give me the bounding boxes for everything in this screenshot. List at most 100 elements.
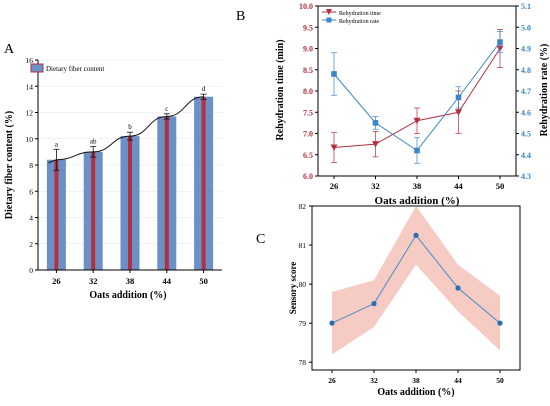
panel-c-point — [329, 320, 335, 326]
panel-b-right-tick-label: 4.7 — [521, 87, 531, 96]
panel-a-letter: d — [202, 85, 206, 93]
panel-b-line-rate — [333, 41, 501, 152]
panel-c-confidence-band — [332, 206, 500, 355]
panel-a-y-tick-label: 16 — [26, 56, 34, 65]
panel-b-x-tick-label: 50 — [496, 181, 505, 191]
panel-a-x-tick-label: 38 — [126, 276, 135, 286]
panel-b-x-tick-label: 44 — [454, 181, 463, 191]
panel-a-y-tick-label: 4 — [29, 214, 33, 223]
panel-a-label: A — [4, 42, 15, 57]
panel-b: B 6.0 6.5 7.0 7.5 8.0 8.5 9.0 9.5 10.0 4.3 4.4 4.5… — [236, 2, 550, 207]
panel-a-y-tick-label: 8 — [29, 161, 33, 170]
panel-b-left-tick-label: 9.0 — [303, 45, 313, 54]
panel-a-y-tick-label: 6 — [29, 187, 33, 196]
panel-c-x-tick-label: 32 — [370, 376, 378, 385]
panel-b-point-rate — [372, 120, 379, 126]
panel-a: A a ab b c d 0 2 4 6 8 10 12 14 16 26 32 38 44 50 Dietar… — [4, 42, 222, 301]
panel-b-point-time — [455, 109, 462, 116]
panel-c-x-ticks: 26 32 38 44 50 — [328, 370, 504, 385]
panel-b-left-tick-label: 7.0 — [303, 130, 313, 139]
panel-a-y-tick-label: 0 — [29, 266, 33, 275]
panel-c-point — [371, 301, 377, 307]
panel-a-y-label: Dietary fiber content (%) — [4, 111, 15, 219]
panel-b-left-tick-label: 6.5 — [303, 151, 313, 160]
panel-a-bar-stripe — [91, 151, 96, 270]
panel-c-y-tick-label: 79 — [299, 319, 307, 328]
panel-b-point-rate — [414, 147, 420, 154]
panel-b-left-ticks: 6.0 6.5 7.0 7.5 8.0 8.5 9.0 9.5 10.0 — [299, 2, 318, 181]
panel-a-legend: Dietary fiber content — [30, 63, 104, 73]
panel-b-legend-marker-rate — [326, 17, 332, 23]
panel-b-x-label: Oats addition (%) — [375, 195, 460, 207]
panel-a-bars — [46, 96, 214, 270]
panel-c: C 78 79 80 81 82 26 32 38 44 50 Oats addition (%… — [256, 202, 521, 398]
panel-b-right-tick-label: 4.8 — [521, 66, 531, 75]
panel-b-point-time — [372, 141, 379, 148]
panel-b-point-rate — [455, 94, 462, 101]
panel-c-x-tick-label: 26 — [328, 376, 336, 385]
panel-b-x-ticks: 26 32 38 44 50 — [330, 176, 505, 191]
panel-c-y-tick-label: 82 — [299, 202, 307, 211]
panel-a-y-tick-label: 10 — [26, 135, 34, 144]
panel-a-y-tick-label: 12 — [26, 109, 34, 118]
panel-a-x-tick-label: 32 — [89, 276, 98, 286]
panel-c-series — [329, 232, 503, 326]
panel-c-y-label: Sensory score — [288, 262, 298, 315]
panel-a-x-tick-label: 44 — [163, 276, 172, 286]
panel-b-left-tick-label: 6.0 — [303, 172, 313, 181]
panel-b-y-label-right: Rehydration rate (%) — [539, 44, 550, 137]
panel-c-y-ticks: 78 79 80 81 82 — [299, 202, 312, 367]
panel-a-legend-swatch — [30, 63, 44, 73]
panel-b-left-tick-label: 10.0 — [299, 2, 313, 11]
panel-a-bar-stripe — [54, 159, 59, 270]
panel-c-label: C — [256, 232, 265, 247]
panel-b-legend-label-time: Rehydration time — [339, 11, 381, 17]
panel-b-legend: Rehydration time Rehydration rate — [322, 9, 381, 25]
panel-b-left-tick-label: 8.0 — [303, 87, 313, 96]
panel-b-right-tick-label: 4.9 — [521, 45, 531, 54]
panel-a-legend-label: Dietary fiber content — [46, 65, 104, 73]
panel-a-letter: a — [55, 140, 59, 148]
panel-b-series — [330, 29, 504, 164]
panel-b-right-tick-label: 4.6 — [521, 108, 531, 117]
panel-c-y-tick-label: 81 — [299, 241, 307, 250]
panel-b-point-time — [413, 117, 421, 125]
panel-b-right-tick-label: 4.4 — [521, 151, 531, 160]
panel-b-x-tick-label: 32 — [371, 181, 380, 191]
panel-b-left-tick-label: 8.5 — [303, 66, 313, 75]
panel-b-left-tick-label: 7.5 — [303, 108, 313, 117]
panel-b-right-tick-label: 5.0 — [521, 23, 531, 32]
panel-c-x-label: Oats addition (%) — [377, 387, 454, 398]
panel-a-x-tick-label: 50 — [199, 276, 208, 286]
panel-c-x-tick-label: 50 — [496, 376, 504, 385]
panel-c-y-tick-label: 80 — [299, 280, 307, 289]
panel-b-left-tick-label: 9.5 — [303, 23, 313, 32]
panel-b-right-tick-label: 4.5 — [521, 130, 531, 139]
panel-a-x-label: Oats addition (%) — [89, 290, 166, 301]
panel-a-letter: c — [165, 105, 168, 113]
panel-b-legend-marker-time — [326, 9, 332, 15]
panel-c-point — [413, 232, 419, 238]
panel-b-x-tick-label: 26 — [330, 181, 339, 191]
panel-a-bar-stripe — [201, 96, 206, 270]
panel-b-label: B — [236, 9, 245, 24]
panel-a-letter: b — [128, 123, 132, 131]
panel-a-y-tick-label: 2 — [29, 240, 33, 249]
panel-a-y-ticks: 0 2 4 6 8 10 12 14 16 — [26, 56, 38, 275]
panel-b-right-ticks: 4.3 4.4 4.5 4.6 4.7 4.8 4.9 5.0 5.1 — [516, 2, 531, 181]
panel-b-x-tick-label: 38 — [413, 181, 422, 191]
panel-c-y-tick-label: 78 — [299, 358, 307, 367]
panel-a-x-tick-label: 26 — [52, 276, 61, 286]
panel-a-error-bars — [53, 93, 207, 171]
panel-b-point-rate — [331, 71, 337, 77]
panel-b-point-time — [330, 144, 338, 152]
panel-b-y-label-left: Rehydration time (min) — [275, 39, 286, 140]
panel-c-x-tick-label: 44 — [454, 376, 462, 385]
panel-b-legend-label-rate: Rehydration rate — [339, 19, 379, 25]
panel-c-x-tick-label: 38 — [412, 376, 420, 385]
panel-a-y-tick-label: 14 — [26, 82, 34, 91]
panel-b-right-tick-label: 5.1 — [521, 2, 531, 11]
panel-c-point — [497, 320, 503, 326]
panel-c-point — [455, 285, 461, 291]
